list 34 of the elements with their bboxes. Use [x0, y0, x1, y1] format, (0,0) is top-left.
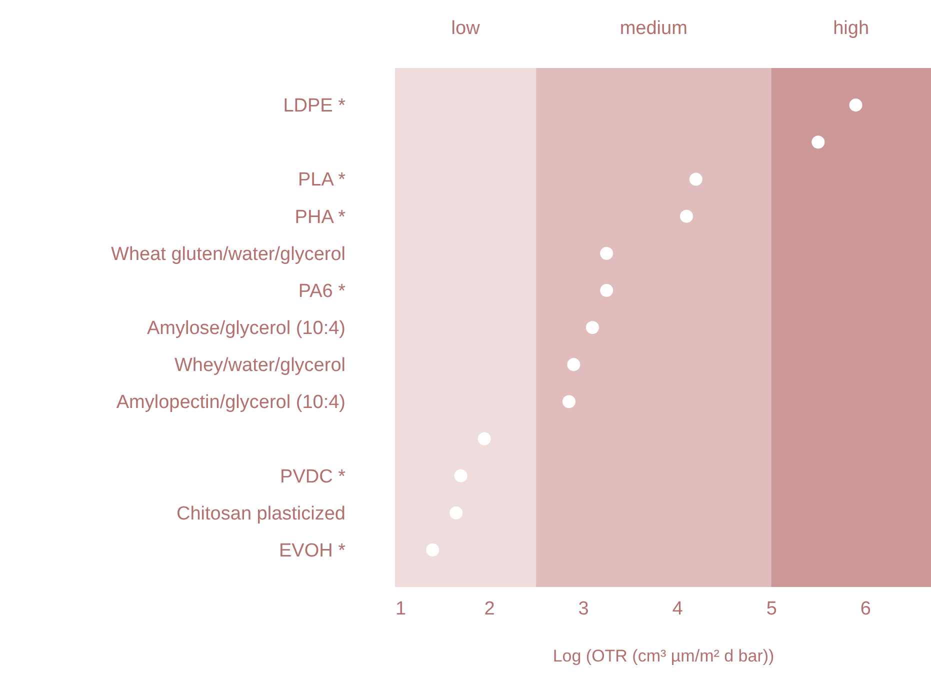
y-tick-label: Wheat gluten/water/glycerol [111, 244, 346, 265]
y-tick-label: Amylopectin/glycerol (10:4) [116, 392, 346, 414]
point [812, 136, 825, 149]
point [689, 172, 702, 186]
y-tick-label: Chitosan plasticized [176, 503, 346, 524]
point [567, 358, 580, 372]
point [600, 246, 614, 260]
point [450, 506, 463, 520]
band-label: low [451, 18, 480, 39]
x-tick-label: 2 [484, 598, 495, 620]
point [586, 320, 599, 334]
band-label: medium [620, 18, 688, 39]
x-tick-label: 1 [396, 598, 406, 620]
point [454, 469, 468, 482]
point [680, 210, 694, 223]
y-tick-label: Amylose/glycerol (10:4) [146, 318, 346, 339]
point [478, 432, 491, 446]
x-axis-title: Log (OTR (cm³ µm/m² d bar)) [552, 646, 774, 666]
point [562, 395, 576, 408]
y-tick-label: Whey/water/glycerol [174, 355, 346, 376]
band-label: high [833, 18, 870, 39]
y-tick-label: PHA * [294, 206, 346, 228]
x-tick-label: 4 [672, 598, 684, 620]
y-tick-label: EVOH * [278, 540, 346, 562]
point [426, 543, 440, 556]
point [849, 98, 862, 112]
y-tick-label: PLA * [298, 170, 346, 191]
x-tick-label: 3 [578, 598, 589, 620]
x-tick-label: 6 [860, 598, 871, 620]
point [600, 284, 614, 297]
y-tick-label: LDPE * [283, 96, 346, 117]
x-tick-label: 5 [766, 598, 777, 620]
y-tick-label: PA6 * [298, 280, 346, 302]
y-tick-label: PVDC * [280, 466, 346, 488]
